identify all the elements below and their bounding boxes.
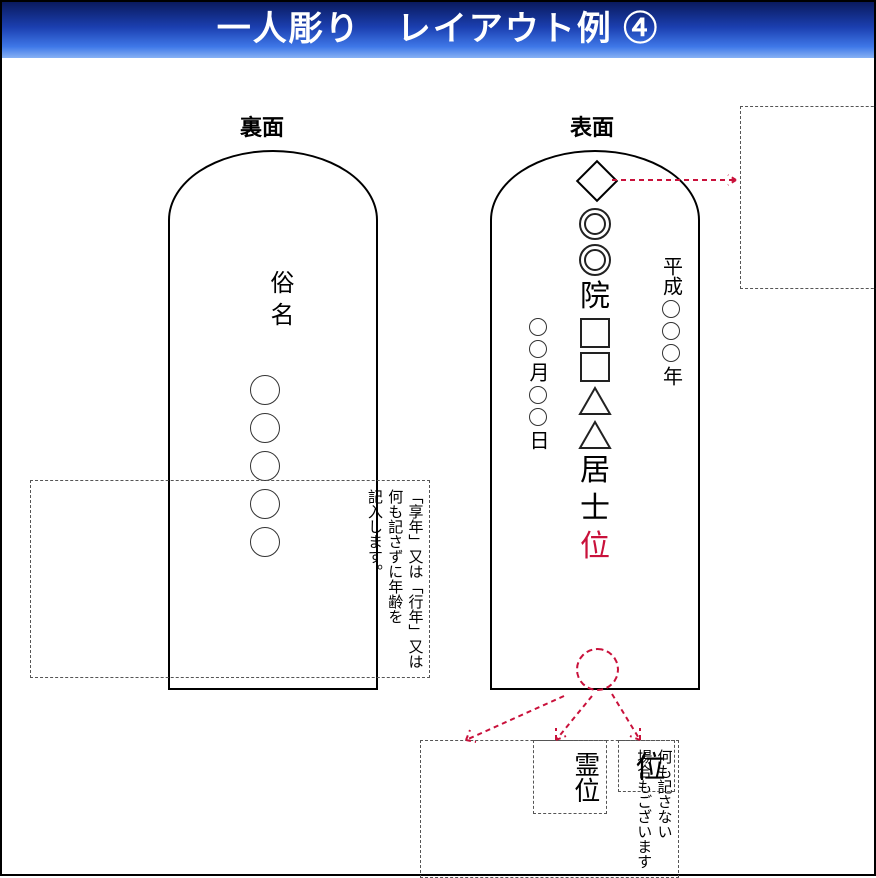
kan: 位 xyxy=(580,530,610,564)
front-era-column: 平成年 xyxy=(642,256,700,386)
kan: 院 xyxy=(580,280,610,314)
small-circle xyxy=(529,340,547,358)
small-circle xyxy=(529,408,547,426)
vertical-text: 日 xyxy=(523,430,552,450)
placeholder-circle xyxy=(250,451,280,481)
small-circle xyxy=(529,386,547,404)
annotation-line: 何も記さずに年齢を xyxy=(385,489,402,669)
annotation-top: 宗派により梵字を入れる場合がございます xyxy=(740,106,876,289)
kan: 居 xyxy=(580,454,610,488)
annotation-line: 「享年」又は「行年」又は xyxy=(405,489,422,669)
small-circle xyxy=(662,300,680,318)
front-date-column: 月日 xyxy=(523,318,552,450)
annotation-bottom-mid: 霊位 xyxy=(533,740,607,814)
placeholder-circle xyxy=(250,375,280,405)
small-circle xyxy=(662,322,680,340)
label-front: 表面 xyxy=(570,110,614,142)
dbl xyxy=(579,244,611,276)
triangle-icon xyxy=(578,386,612,416)
vertical-text: 年 xyxy=(657,366,686,386)
kan: 士 xyxy=(580,492,610,526)
vertical-text: 平成 xyxy=(657,256,686,296)
small-circle xyxy=(529,318,547,336)
vertical-text: 月 xyxy=(523,362,552,382)
annotation-left: 「享年」又は「行年」又は何も記さずに年齢を記入します。 xyxy=(30,480,430,678)
highlight-circle xyxy=(576,648,619,691)
triangle-icon xyxy=(578,420,612,450)
dbl xyxy=(579,208,611,240)
placeholder-circle xyxy=(250,413,280,443)
label-back: 裏面 xyxy=(240,110,284,142)
annotation-bottom-right: 位 xyxy=(618,740,675,792)
back-heading: 俗名 xyxy=(262,270,297,334)
sq xyxy=(580,318,610,348)
annotation-line: 記入します。 xyxy=(365,489,382,669)
front-centre-column: 院居士位 xyxy=(578,208,612,564)
small-circle xyxy=(662,344,680,362)
title-banner: 一人彫り レイアウト例 ④ xyxy=(2,2,874,58)
sq xyxy=(580,352,610,382)
